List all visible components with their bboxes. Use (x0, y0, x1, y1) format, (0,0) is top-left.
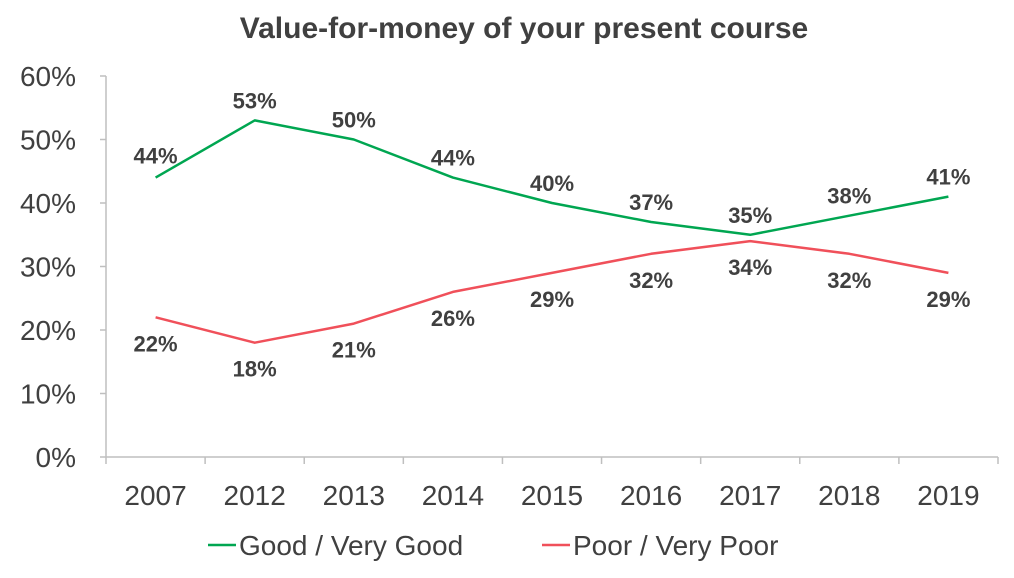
x-tick-label: 2019 (917, 480, 979, 511)
chart-title: Value-for-money of your present course (240, 12, 808, 45)
data-label-good: 50% (332, 108, 376, 133)
x-tick-label: 2015 (521, 480, 583, 511)
legend-label: Poor / Very Poor (573, 530, 778, 561)
x-tick-label: 2013 (323, 480, 385, 511)
data-label-good: 38% (827, 184, 871, 209)
y-tick-label: 0% (36, 442, 76, 473)
data-label-good: 40% (530, 171, 574, 196)
legend-label: Good / Very Good (239, 530, 463, 561)
data-label-good: 53% (233, 88, 277, 113)
data-label-poor: 34% (728, 255, 772, 280)
x-tick-label: 2017 (719, 480, 781, 511)
x-tick-label: 2016 (620, 480, 682, 511)
data-label-good: 37% (629, 190, 673, 215)
data-label-poor: 26% (431, 306, 475, 331)
data-label-good: 35% (728, 203, 772, 228)
axes: 0% 10% 20% 30% 40% 50% 60% 2007 2012 2013 2014 2015… (20, 61, 999, 511)
x-tick-label: 2014 (422, 480, 484, 511)
data-label-good: 44% (431, 146, 475, 171)
data-labels: 44% 53% 50% 44% 40% 37% 35% 38% 41% 22% 18% 21% 26% 2… (134, 88, 971, 381)
x-tick-label: 2018 (818, 480, 880, 511)
y-tick-label: 60% (20, 61, 76, 92)
data-label-good: 44% (134, 144, 178, 169)
data-label-poor: 29% (530, 287, 574, 312)
series-line-poor (155, 239, 949, 344)
series-lines (154, 119, 949, 344)
y-tick-label: 50% (20, 125, 76, 156)
data-label-poor: 22% (134, 331, 178, 356)
legend: Good / Very Good Poor / Very Poor (208, 530, 778, 561)
y-tick-label: 10% (20, 379, 76, 410)
x-tick-label: 2007 (124, 480, 186, 511)
y-tick-label: 40% (20, 188, 76, 219)
data-label-poor: 18% (233, 357, 277, 382)
y-tick-label: 30% (20, 252, 76, 283)
series-line-good (154, 119, 949, 237)
data-label-good: 41% (926, 165, 970, 190)
data-label-poor: 29% (926, 287, 970, 312)
data-label-poor: 32% (629, 268, 673, 293)
data-label-poor: 21% (332, 338, 376, 363)
data-label-poor: 32% (827, 268, 871, 293)
x-tick-label: 2012 (224, 480, 286, 511)
y-tick-label: 20% (20, 315, 76, 346)
